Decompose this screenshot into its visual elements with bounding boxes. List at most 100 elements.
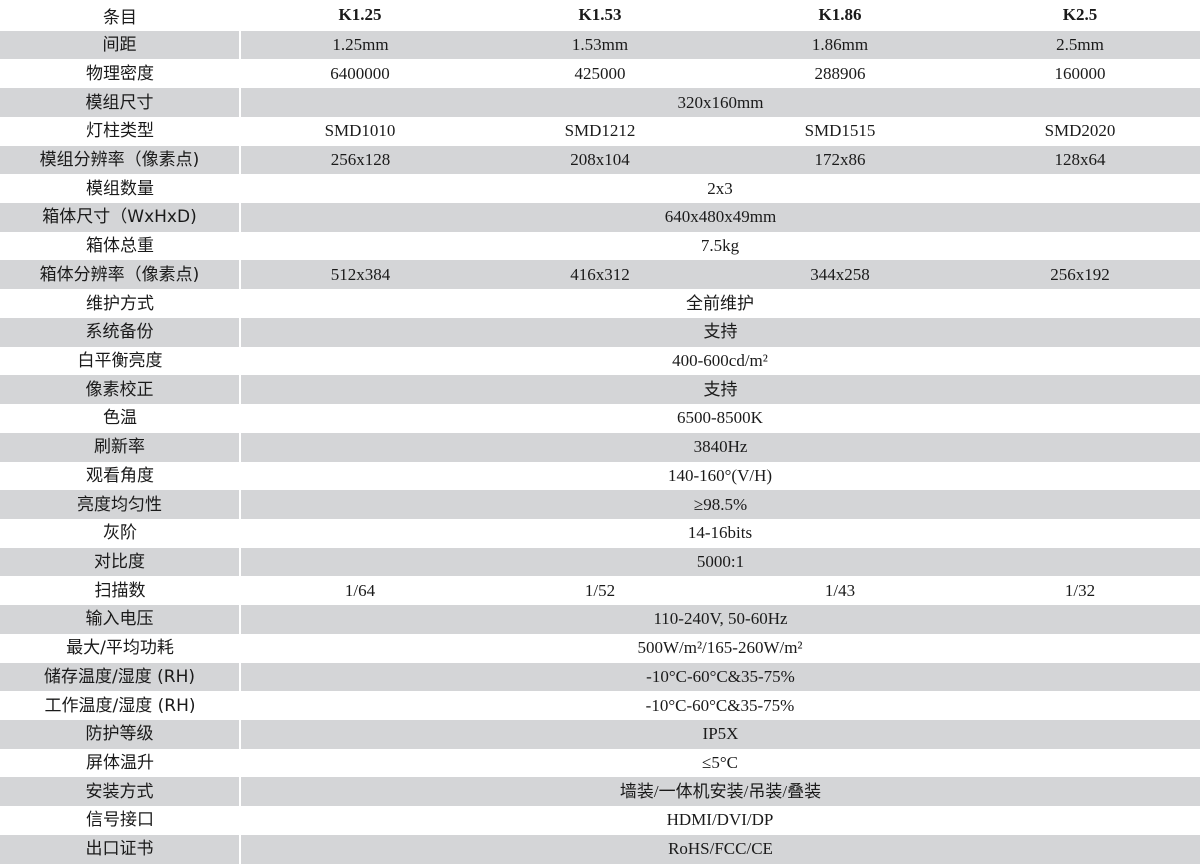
table-row: 箱体尺寸（WxHxD) 640x480x49mm — [0, 203, 1200, 232]
table-row: 灰阶 14-16bits — [0, 519, 1200, 548]
row-label: 出口证书 — [0, 834, 241, 864]
cell-value: 7.5kg — [700, 236, 740, 256]
cell-value: 400-600cd/m² — [672, 350, 768, 370]
table-row: 维护方式 全前维护 — [0, 289, 1200, 318]
cell-value: SMD2020 — [1044, 121, 1116, 141]
table-row: 扫描数 1/64 1/52 1/43 1/32 — [0, 576, 1200, 605]
row-label: 防护等级 — [0, 719, 241, 749]
row-label: 扫描数 — [94, 580, 146, 601]
cell-value: 1/32 — [1064, 580, 1096, 600]
cell-value: -10°C-60°C&35-75% — [240, 662, 1200, 692]
row-label: 安装方式 — [0, 777, 241, 807]
cell-value: ≥98.5% — [240, 490, 1200, 519]
row-label: 信号接口 — [86, 810, 154, 831]
cell-value: 1/43 — [824, 580, 856, 600]
row-label: 模组分辨率（像素点) — [0, 145, 241, 175]
table-row: 模组分辨率（像素点) 256x128 208x104 172x86 128x64 — [0, 145, 1200, 175]
cell-value: 110-240V, 50-60Hz — [240, 605, 1200, 634]
row-label: 输入电压 — [0, 605, 241, 634]
row-label: 亮度均匀性 — [0, 490, 241, 519]
table-row: 屏体温升 ≤5°C — [0, 749, 1200, 778]
cell-value: ≤5°C — [702, 753, 738, 773]
cell-value: 640x480x49mm — [240, 203, 1200, 232]
table-row: 模组尺寸 320x160mm — [0, 88, 1200, 117]
row-label: 模组数量 — [86, 178, 154, 199]
table-row: 箱体分辨率（像素点) 512x384 416x312 344x258 256x192 — [0, 260, 1200, 290]
table-row: 工作温度/湿度 (RH) -10°C-60°C&35-75% — [0, 691, 1200, 720]
cell-value: 425000 — [574, 63, 626, 83]
cell-value: 2.5mm — [960, 30, 1200, 60]
row-label: 模组尺寸 — [0, 88, 241, 117]
table-row: 防护等级 IP5X — [0, 719, 1200, 749]
cell-value: 支持 — [240, 375, 1200, 405]
cell-value: 6400000 — [330, 63, 390, 83]
row-label: 间距 — [0, 30, 241, 60]
cell-value: 1.86mm — [720, 30, 960, 60]
table-row: 灯柱类型 SMD1010 SMD1212 SMD1515 SMD2020 — [0, 117, 1200, 146]
row-label: 观看角度 — [86, 465, 154, 486]
table-row: 刷新率 3840Hz — [0, 432, 1200, 462]
header-model: K2.5 — [1062, 5, 1098, 25]
header-item: 条目 — [103, 7, 137, 28]
row-label: 系统备份 — [0, 317, 241, 347]
row-label: 箱体总重 — [86, 236, 154, 257]
row-label: 灰阶 — [103, 523, 137, 544]
cell-value: SMD1212 — [564, 121, 636, 141]
cell-value: 14-16bits — [687, 523, 753, 543]
cell-value: 5000:1 — [240, 547, 1200, 577]
cell-value: HDMI/DVI/DP — [666, 810, 774, 830]
header-model: K1.25 — [338, 5, 382, 25]
cell-value: -10°C-60°C&35-75% — [645, 695, 795, 715]
row-label: 刷新率 — [0, 432, 241, 462]
cell-value: 支持 — [240, 317, 1200, 347]
cell-value: 500W/m²/165-260W/m² — [637, 638, 803, 658]
table-row: 储存温度/湿度 (RH) -10°C-60°C&35-75% — [0, 662, 1200, 692]
table-row: 最大/平均功耗 500W/m²/165-260W/m² — [0, 634, 1200, 663]
table-row: 色温 6500-8500K — [0, 404, 1200, 433]
table-row: 输入电压 110-240V, 50-60Hz — [0, 605, 1200, 634]
row-label: 储存温度/湿度 (RH) — [0, 662, 241, 692]
row-label: 屏体温升 — [86, 753, 154, 774]
table-row: 对比度 5000:1 — [0, 547, 1200, 577]
row-label: 维护方式 — [86, 293, 154, 314]
row-label: 物理密度 — [86, 63, 154, 84]
table-row: 信号接口 HDMI/DVI/DP — [0, 806, 1200, 835]
row-label: 像素校正 — [0, 375, 241, 405]
cell-value: 1.25mm — [240, 30, 480, 60]
table-row: 白平衡亮度 400-600cd/m² — [0, 347, 1200, 376]
row-label: 色温 — [103, 408, 137, 429]
header-model: K1.86 — [818, 5, 862, 25]
cell-value: 3840Hz — [240, 432, 1200, 462]
row-label: 箱体分辨率（像素点) — [0, 260, 241, 290]
cell-value: 1/64 — [344, 580, 376, 600]
table-row: 间距 1.25mm 1.53mm 1.86mm 2.5mm — [0, 30, 1200, 60]
cell-value: 172x86 — [720, 145, 960, 175]
row-label: 最大/平均功耗 — [66, 638, 174, 659]
row-label: 对比度 — [0, 547, 241, 577]
cell-value: 320x160mm — [240, 88, 1200, 117]
table-row: 箱体总重 7.5kg — [0, 232, 1200, 261]
table-row: 观看角度 140-160°(V/H) — [0, 462, 1200, 491]
table-row: 亮度均匀性 ≥98.5% — [0, 490, 1200, 519]
cell-value: RoHS/FCC/CE — [240, 834, 1200, 864]
row-label: 箱体尺寸（WxHxD) — [0, 203, 241, 232]
table-row: 像素校正 支持 — [0, 375, 1200, 405]
cell-value: 288906 — [814, 63, 866, 83]
cell-value: 2x3 — [707, 178, 733, 198]
table-row: 物理密度 6400000 425000 288906 160000 — [0, 59, 1200, 88]
cell-value: 128x64 — [960, 145, 1200, 175]
cell-value: 208x104 — [480, 145, 720, 175]
cell-value: 全前维护 — [686, 293, 754, 313]
header-model: K1.53 — [578, 5, 622, 25]
cell-value: 256x128 — [240, 145, 480, 175]
cell-value: 6500-8500K — [677, 408, 763, 428]
cell-value: 416x312 — [480, 260, 720, 290]
row-label: 灯柱类型 — [86, 121, 154, 142]
cell-value: IP5X — [240, 719, 1200, 749]
cell-value: 160000 — [1054, 63, 1106, 83]
cell-value: 256x192 — [960, 260, 1200, 290]
row-label: 工作温度/湿度 (RH) — [44, 695, 196, 716]
cell-value: SMD1515 — [804, 121, 876, 141]
cell-value: 140-160°(V/H) — [667, 465, 773, 485]
